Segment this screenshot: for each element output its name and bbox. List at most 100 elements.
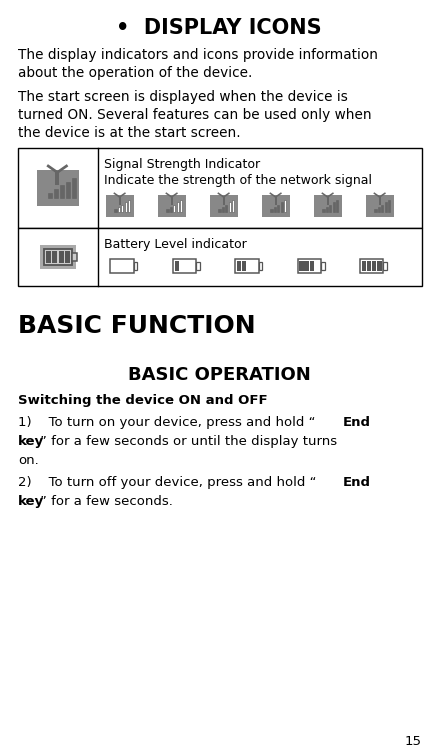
Text: BASIC FUNCTION: BASIC FUNCTION: [18, 314, 256, 338]
Bar: [173, 205, 175, 212]
Bar: [314, 195, 342, 217]
Text: The display indicators and icons provide information: The display indicators and icons provide…: [18, 48, 378, 62]
Bar: [210, 195, 238, 217]
Text: about the operation of the device.: about the operation of the device.: [18, 66, 252, 80]
Bar: [223, 197, 225, 205]
Text: ” for a few seconds or until the display turns: ” for a few seconds or until the display…: [40, 435, 337, 448]
Bar: [170, 207, 172, 212]
Bar: [284, 200, 286, 212]
Bar: [52, 251, 57, 263]
Bar: [270, 209, 272, 212]
Bar: [60, 185, 64, 199]
Bar: [46, 251, 51, 263]
Text: Switching the device ON and OFF: Switching the device ON and OFF: [18, 394, 268, 407]
Text: ” for a few seconds.: ” for a few seconds.: [40, 495, 173, 508]
Text: key: key: [18, 435, 44, 448]
Bar: [128, 200, 130, 212]
Bar: [72, 178, 75, 199]
Bar: [106, 195, 134, 217]
Bar: [48, 193, 52, 199]
Bar: [275, 197, 277, 205]
Text: the device is at the start screen.: the device is at the start screen.: [18, 126, 240, 140]
Bar: [388, 200, 390, 212]
Bar: [110, 259, 134, 273]
Text: •  DISPLAY ICONS: • DISPLAY ICONS: [116, 18, 322, 38]
Bar: [18, 228, 422, 286]
Bar: [173, 259, 196, 273]
Bar: [297, 259, 321, 273]
Bar: [44, 249, 72, 265]
Bar: [134, 262, 137, 270]
Bar: [326, 207, 328, 212]
Text: Signal Strength Indicator: Signal Strength Indicator: [104, 158, 260, 171]
Bar: [114, 209, 117, 212]
Bar: [170, 197, 173, 205]
Bar: [383, 262, 387, 270]
Bar: [258, 262, 262, 270]
Bar: [174, 261, 179, 271]
Text: key: key: [18, 495, 44, 508]
Bar: [66, 182, 70, 199]
Bar: [65, 251, 70, 263]
Bar: [40, 245, 76, 269]
Bar: [362, 261, 366, 271]
Bar: [119, 197, 121, 205]
Bar: [277, 205, 279, 212]
Bar: [322, 209, 325, 212]
Bar: [235, 259, 258, 273]
Text: on.: on.: [18, 454, 39, 467]
Bar: [377, 261, 381, 271]
Bar: [166, 209, 169, 212]
Bar: [280, 202, 283, 212]
Bar: [196, 262, 200, 270]
Bar: [124, 202, 127, 212]
Text: Indicate the strength of the network signal: Indicate the strength of the network sig…: [104, 174, 372, 187]
Bar: [72, 252, 77, 261]
Text: End: End: [343, 416, 371, 429]
Text: BASIC OPERATION: BASIC OPERATION: [127, 366, 311, 384]
Text: 1)    To turn on your device, press and hold “: 1) To turn on your device, press and hol…: [18, 416, 315, 429]
Bar: [374, 209, 377, 212]
Bar: [381, 205, 383, 212]
Bar: [177, 202, 179, 212]
Text: Battery Level indicator: Battery Level indicator: [104, 238, 247, 251]
Bar: [222, 207, 224, 212]
Bar: [18, 148, 422, 228]
Bar: [304, 261, 309, 271]
Text: 2)    To turn off your device, press and hold “: 2) To turn off your device, press and ho…: [18, 476, 317, 489]
Bar: [336, 200, 338, 212]
Bar: [329, 205, 332, 212]
Bar: [219, 209, 221, 212]
Text: 15: 15: [405, 735, 422, 747]
Text: The start screen is displayed when the device is: The start screen is displayed when the d…: [18, 90, 348, 104]
Bar: [378, 197, 381, 205]
Bar: [299, 261, 304, 271]
Bar: [378, 207, 380, 212]
Text: End: End: [343, 476, 371, 489]
Bar: [366, 195, 394, 217]
Bar: [232, 200, 234, 212]
Bar: [385, 202, 387, 212]
Bar: [237, 261, 241, 271]
Bar: [55, 173, 59, 185]
Bar: [180, 200, 182, 212]
Bar: [225, 205, 227, 212]
Bar: [54, 189, 58, 199]
Bar: [274, 207, 276, 212]
Bar: [229, 202, 231, 212]
Bar: [121, 205, 124, 212]
Bar: [326, 197, 329, 205]
Bar: [372, 261, 376, 271]
Bar: [310, 261, 314, 271]
Text: turned ON. Several features can be used only when: turned ON. Several features can be used …: [18, 108, 371, 122]
Bar: [158, 195, 186, 217]
Bar: [332, 202, 335, 212]
Bar: [367, 261, 371, 271]
Bar: [360, 259, 383, 273]
Bar: [321, 262, 325, 270]
Bar: [118, 207, 120, 212]
Bar: [59, 251, 64, 263]
Bar: [37, 170, 79, 206]
Bar: [242, 261, 246, 271]
Bar: [262, 195, 290, 217]
